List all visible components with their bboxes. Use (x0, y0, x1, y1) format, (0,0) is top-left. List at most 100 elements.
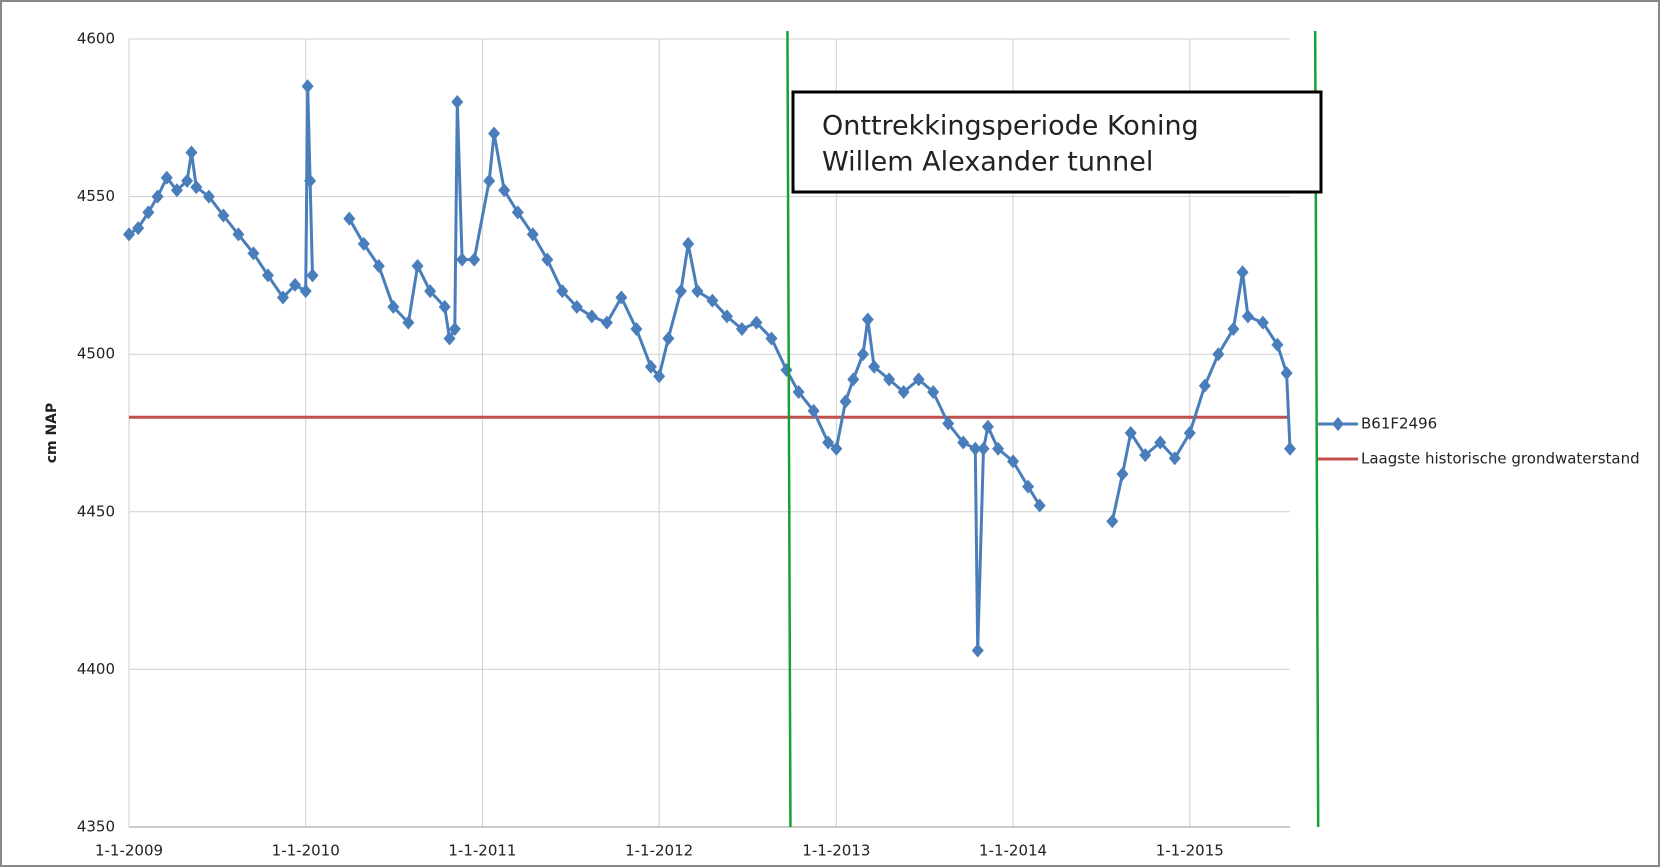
legend-label: B61F2496 (1361, 415, 1437, 433)
annotation-text: Onttrekkingsperiode Koning (822, 111, 1199, 142)
point (706, 293, 719, 308)
point (969, 441, 982, 456)
point (438, 299, 451, 314)
x-tick-label: 1-1-2009 (95, 842, 163, 860)
point (822, 435, 835, 450)
point (653, 369, 666, 384)
point (1033, 498, 1046, 513)
point (448, 321, 461, 336)
point (615, 290, 628, 305)
marker-line (786, 30, 792, 828)
y-tick-label: 4450 (77, 502, 115, 520)
point (897, 385, 910, 400)
point (720, 309, 733, 324)
point (977, 441, 990, 456)
point (883, 372, 896, 387)
point (142, 205, 155, 220)
point (1280, 366, 1293, 381)
y-tick-label: 4600 (77, 30, 115, 48)
y-tick-label: 4350 (77, 818, 115, 836)
point (247, 246, 260, 261)
point (202, 189, 215, 204)
annotation-text: Willem Alexander tunnel (822, 147, 1153, 178)
point (830, 441, 843, 456)
point (682, 236, 695, 251)
point (807, 403, 820, 418)
point (839, 394, 852, 409)
point (402, 315, 415, 330)
point (1106, 514, 1119, 529)
point (570, 299, 583, 314)
point (644, 359, 657, 374)
x-tick-label: 1-1-2013 (802, 842, 870, 860)
point (981, 419, 994, 434)
point (304, 173, 317, 188)
point (468, 252, 481, 267)
point (1154, 435, 1167, 450)
point (526, 227, 539, 242)
point (1183, 426, 1196, 440)
point (289, 277, 302, 292)
point (792, 385, 805, 400)
point (674, 284, 687, 299)
point (498, 183, 511, 198)
x-tick-label: 1-1-2014 (979, 842, 1047, 860)
point (160, 170, 173, 185)
y-tick-label: 4500 (77, 345, 115, 363)
point (306, 268, 319, 283)
point (151, 189, 164, 204)
point (424, 284, 437, 299)
point (276, 290, 289, 305)
point (992, 441, 1005, 456)
point (261, 268, 274, 283)
point (387, 299, 400, 314)
point (765, 331, 778, 346)
point (600, 315, 613, 330)
point (847, 372, 860, 387)
point (1124, 426, 1137, 440)
point (511, 205, 524, 220)
point (1116, 466, 1129, 481)
point (132, 221, 145, 236)
point (1139, 448, 1152, 463)
point (1022, 479, 1035, 494)
point (170, 183, 183, 198)
point (1168, 451, 1181, 466)
legend-label: Laagste historische grondwaterstand (1361, 450, 1640, 468)
point (123, 227, 135, 242)
point (483, 173, 496, 188)
point (868, 359, 881, 374)
point (971, 643, 984, 658)
point (190, 180, 203, 195)
point (556, 284, 569, 299)
point (232, 227, 245, 242)
point (912, 372, 925, 387)
point (451, 95, 464, 110)
annotation-box (791, 90, 1323, 194)
point (488, 126, 501, 141)
point (1212, 347, 1225, 362)
point (735, 321, 748, 336)
point (585, 309, 598, 324)
point (301, 79, 314, 94)
point (541, 252, 554, 267)
point (1256, 315, 1269, 330)
point (1236, 265, 1249, 280)
point (185, 145, 198, 160)
point (299, 284, 312, 299)
point (456, 252, 469, 267)
point (861, 312, 874, 327)
point (1198, 378, 1211, 393)
point (1241, 309, 1254, 324)
point (927, 385, 940, 400)
point (343, 211, 356, 226)
x-tick-label: 1-1-2015 (1156, 842, 1224, 860)
y-axis-label: cm NAP (44, 403, 60, 464)
point (942, 416, 955, 431)
point (1271, 337, 1284, 352)
point (957, 435, 970, 450)
point (630, 321, 643, 336)
point (1332, 417, 1344, 431)
point (217, 208, 230, 223)
